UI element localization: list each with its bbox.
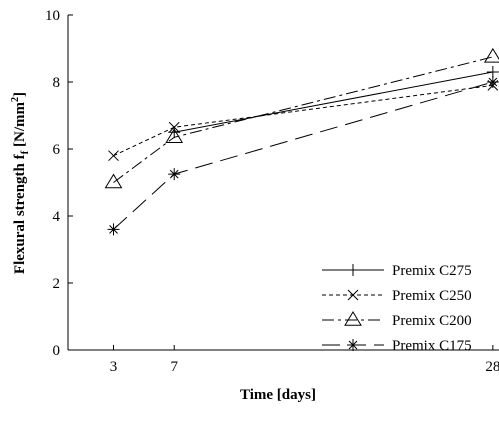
y-tick-label: 2 [53,276,61,292]
asterisk-marker [347,339,359,351]
legend-label: Premix C200 [392,313,472,329]
legend: Premix C275 Premix C250 Premix C200 Premix … [322,263,472,354]
series-line [174,71,493,133]
y-axis-title-main: Flexural strength f [12,153,28,274]
asterisk-marker [168,168,181,181]
legend-label: Premix C275 [392,263,472,279]
series-premix-c175 [107,76,499,236]
asterisk-marker [107,223,120,236]
legend-label: Premix C175 [392,338,472,354]
y-axis-ticks: 0 2 4 6 8 10 [45,8,73,359]
y-axis-title-subscript: f [19,150,31,154]
triangle-marker [165,128,184,143]
legend-item: Premix C200 [322,311,472,329]
triangle-marker [483,47,499,63]
y-tick-label: 10 [45,8,60,24]
x-marker [168,121,180,133]
y-axis-title: Flexural strength ff [N/mm2] [10,92,31,274]
legend-label: Premix C250 [392,288,472,304]
x-axis-title: Time [days] [240,387,316,403]
x-tick-label: 3 [110,359,118,375]
legend-item: Premix C250 [322,288,472,304]
series-line [113,84,493,157]
series-layer [104,47,499,236]
y-axis-title-superscript: 2 [10,97,21,102]
x-axis-ticks: 3 7 28 [110,345,499,375]
series-line [113,56,493,183]
x-marker [108,150,119,162]
legend-item: Premix C275 [322,263,472,279]
x-tick-label: 7 [170,359,178,375]
plus-marker [486,65,499,78]
series-line [113,81,493,230]
legend-item: Premix C175 [322,338,472,354]
asterisk-marker [486,76,499,88]
triangle-marker [104,173,123,189]
plus-marker [347,264,359,276]
plus-marker [168,126,181,139]
plot-frame [67,15,499,351]
series-premix-c200 [104,47,499,189]
y-axis-title-unit-close: ] [12,92,28,97]
triangle-marker [344,311,362,326]
x-tick-label: 28 [485,359,499,375]
x-marker [347,289,359,301]
series-premix-c250 [108,79,499,162]
y-tick-label: 8 [53,75,61,91]
y-tick-label: 6 [53,142,61,158]
series-premix-c275 [168,65,499,139]
y-tick-label: 0 [53,343,61,359]
y-axis-title-unit: [N/mm [12,101,28,150]
y-tick-label: 4 [53,209,61,225]
